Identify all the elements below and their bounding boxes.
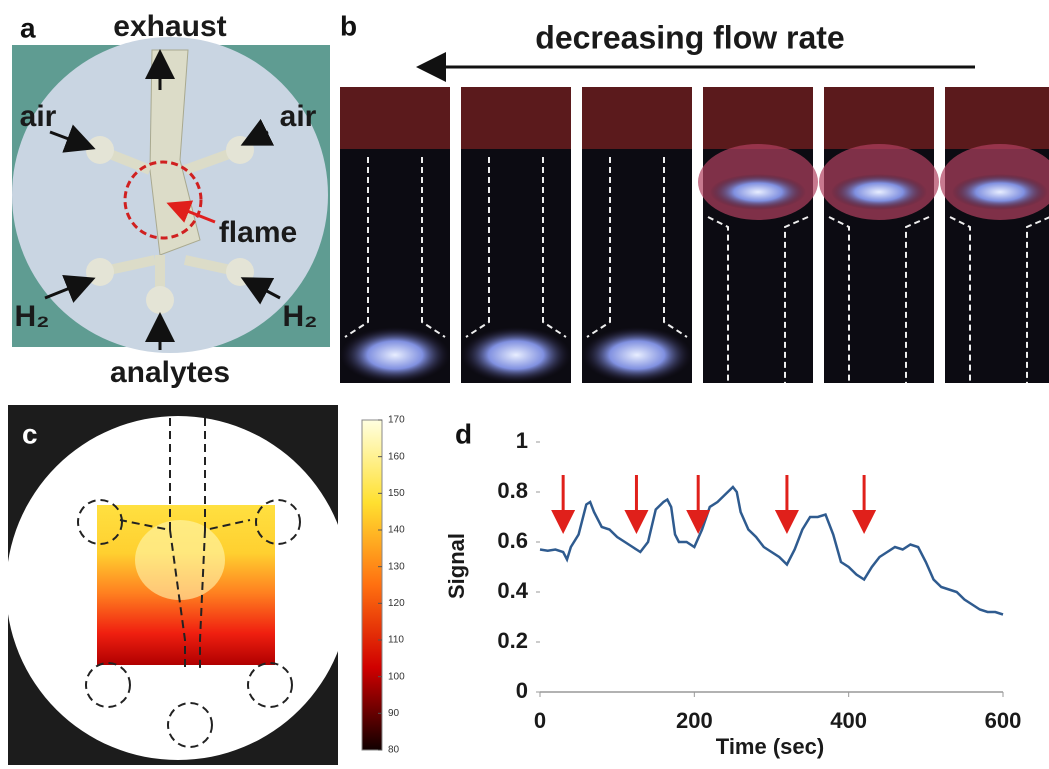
- red-band: [703, 87, 813, 149]
- colorbar-tick-label: 140: [388, 525, 405, 536]
- red-band: [461, 87, 571, 149]
- x-tick-label: 600: [985, 708, 1022, 733]
- panel-label: d: [455, 418, 472, 449]
- label: H₂: [283, 300, 318, 333]
- arrow: [49, 124, 96, 153]
- colorbar-tick-label: 110: [388, 635, 404, 646]
- outline: [247, 662, 293, 708]
- channel-outline: [828, 216, 930, 383]
- colorbar-tick-label: 90: [388, 708, 400, 719]
- arrow: [44, 274, 96, 303]
- signal-line: [539, 485, 1004, 616]
- flame-image: [340, 87, 450, 383]
- outline: [255, 499, 301, 545]
- y-tick-label: 0: [516, 678, 528, 703]
- flame-image: [940, 87, 1049, 383]
- red-band: [945, 87, 1049, 149]
- flame-glow: [831, 174, 927, 210]
- arrow: [166, 200, 216, 224]
- flame-glow: [582, 327, 692, 383]
- channel-outline: [586, 157, 688, 338]
- y-tick-label: 0.4: [497, 578, 528, 603]
- port: [86, 258, 114, 286]
- channel-outline: [344, 157, 446, 338]
- flame-image: [819, 87, 939, 383]
- y-tick-label: 0.6: [497, 528, 528, 553]
- colorbar-tick-label: 170: [388, 415, 405, 426]
- flame-glow: [952, 174, 1048, 210]
- x-axis-title: Time (sec): [716, 734, 824, 759]
- panel-label: a: [20, 12, 36, 43]
- panel-d: d Time (sec) Signal 0 0.2 0.4 0.6 0.8 1 0 200 40…: [444, 418, 1022, 758]
- flame-glow: [340, 327, 450, 383]
- label: analytes: [110, 356, 230, 389]
- flame-image: [461, 87, 571, 383]
- channel-outline: [707, 216, 809, 383]
- red-band: [824, 87, 934, 149]
- flame-glow: [710, 174, 806, 210]
- outline: [167, 702, 213, 748]
- arrow: [240, 118, 275, 146]
- label: H₂: [15, 300, 50, 333]
- label: exhaust: [113, 10, 226, 43]
- y-tick-label: 1: [516, 428, 528, 453]
- label: air: [20, 100, 57, 133]
- label: flame: [219, 216, 297, 249]
- flame-image: [698, 87, 818, 383]
- channel-outline: [465, 157, 567, 338]
- caption: decreasing flow rate: [535, 19, 844, 55]
- port: [146, 286, 174, 314]
- y-tick-label: 0.2: [497, 628, 528, 653]
- channels: [98, 145, 242, 300]
- x-tick-label: 400: [830, 708, 867, 733]
- panel-label: b: [340, 10, 357, 41]
- colorbar-tick-label: 120: [388, 598, 405, 609]
- panel-a: a exhaust air air flame H₂ H₂ analytes: [12, 10, 330, 389]
- flame-glow: [461, 327, 571, 383]
- red-band: [582, 87, 692, 149]
- hot-spot: [135, 520, 225, 600]
- flame-circle: [123, 160, 203, 240]
- colorbar: [361, 419, 383, 751]
- flame-image: [582, 87, 692, 383]
- panel-label: c: [22, 418, 38, 449]
- colorbar-tick-label: 160: [388, 451, 405, 462]
- colorbar-tick-label: 130: [388, 561, 405, 572]
- outline: [77, 499, 123, 545]
- y-axis-title: Signal: [444, 533, 469, 599]
- red-band: [340, 87, 450, 149]
- x-tick-label: 0: [534, 708, 546, 733]
- channel-outline: [949, 216, 1049, 383]
- colorbar-tick-label: 150: [388, 488, 405, 499]
- x-tick-label: 200: [676, 708, 713, 733]
- port: [86, 136, 114, 164]
- arrow: [240, 277, 281, 305]
- panel-c: c 80 90 100 110 120 130 140 150 160 170: [6, 405, 405, 765]
- colorbar-tick-label: 100: [388, 671, 405, 682]
- y-tick-label: 0.8: [497, 478, 528, 503]
- panel-b: b decreasing flow rate: [340, 10, 1049, 383]
- outline: [119, 418, 251, 670]
- label: air: [280, 100, 317, 133]
- colorbar-tick-label: 80: [388, 745, 400, 756]
- outline: [85, 662, 131, 708]
